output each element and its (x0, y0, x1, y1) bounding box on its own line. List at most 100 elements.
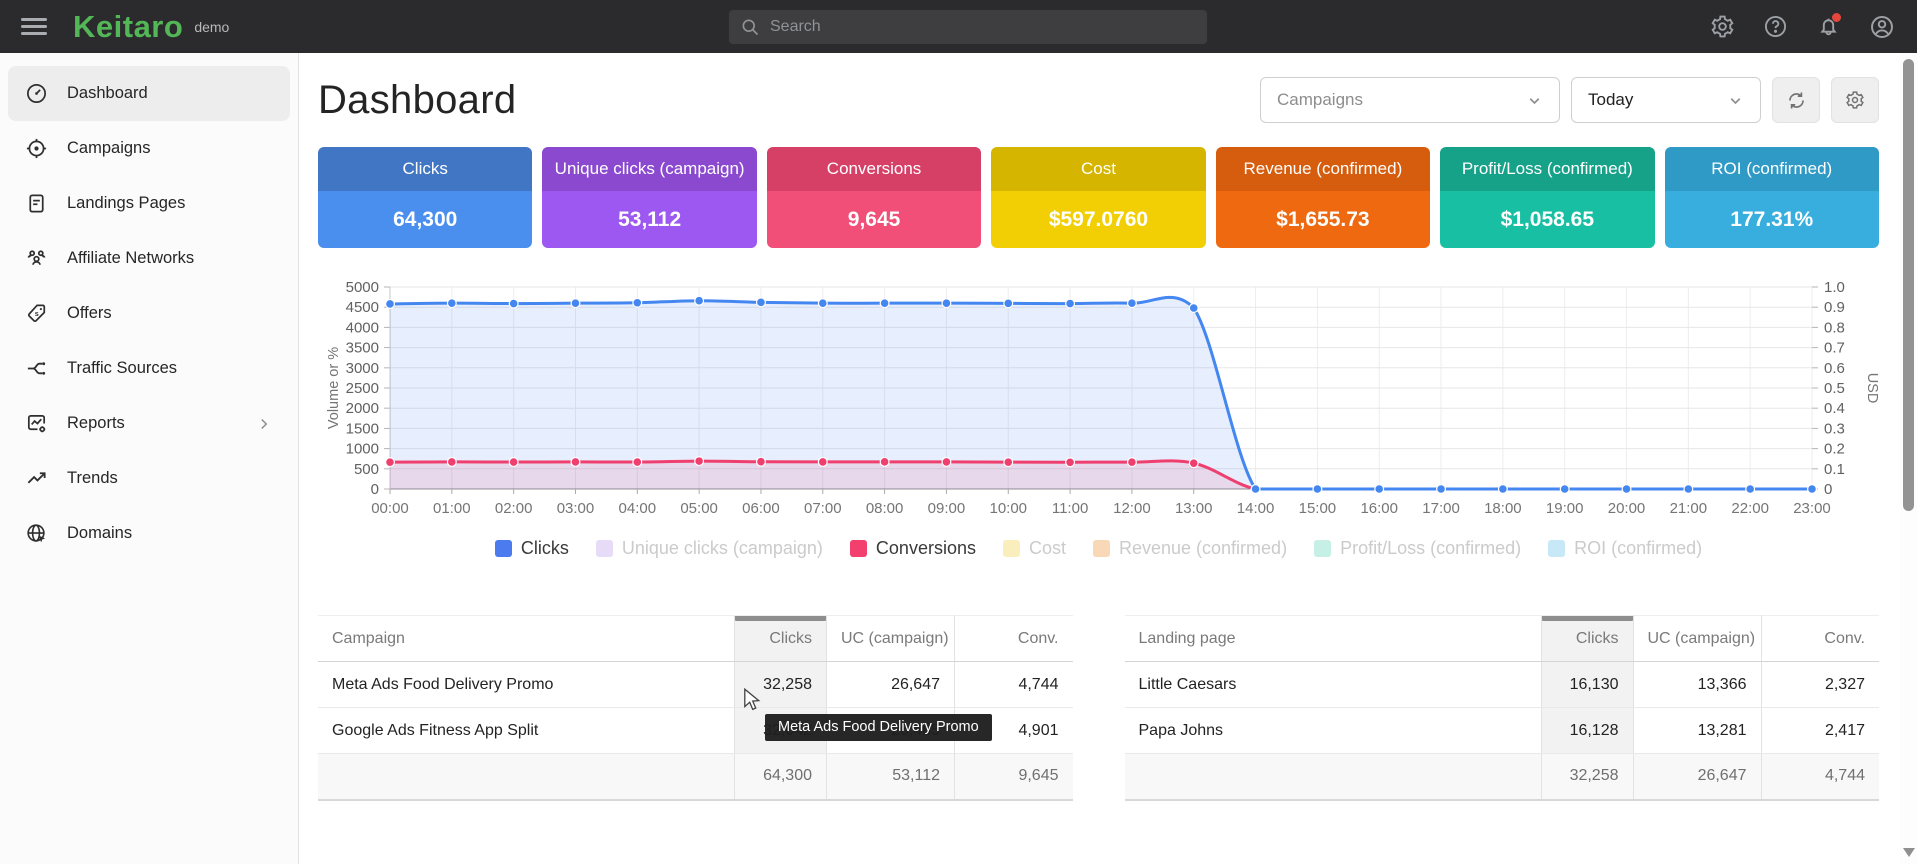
metric-card-conversions: Conversions 9,645 (766, 147, 982, 248)
metric-cards: Clicks 64,300 Unique clicks (campaign) 5… (318, 147, 1879, 248)
svg-text:11:00: 11:00 (1052, 500, 1088, 517)
sidebar-item-label: Traffic Sources (67, 359, 178, 377)
dashboard-controls: Campaigns Today (1260, 77, 1879, 123)
svg-text:18:00: 18:00 (1484, 500, 1522, 517)
sidebar-item-affiliate-networks[interactable]: Affiliate Networks (8, 231, 290, 286)
column-header-conv[interactable]: Conv. (954, 615, 1073, 662)
legend-item-profit-loss[interactable]: Profit/Loss (confirmed) (1314, 538, 1521, 559)
totals-row: 64,300 53,112 9,645 (318, 753, 1073, 801)
chart-settings-button[interactable] (1831, 77, 1879, 123)
svg-text:23:00: 23:00 (1793, 500, 1831, 517)
search-input[interactable] (770, 18, 1196, 36)
legend-item-revenue[interactable]: Revenue (confirmed) (1092, 538, 1287, 559)
sidebar-item-label: Affiliate Networks (67, 249, 195, 267)
sidebar-item-domains[interactable]: Domains (8, 506, 290, 561)
notifications-icon[interactable] (1815, 13, 1842, 40)
svg-text:3500: 3500 (346, 340, 379, 357)
svg-text:1.0: 1.0 (1824, 279, 1845, 296)
sidebar-item-reports[interactable]: Reports (8, 396, 290, 451)
metric-card-cost: Cost $597.0760 (991, 147, 1206, 248)
refresh-button[interactable] (1772, 77, 1820, 123)
account-icon[interactable] (1868, 13, 1895, 40)
campaigns-filter-select[interactable]: Campaigns (1260, 77, 1560, 123)
svg-text:4500: 4500 (346, 299, 379, 316)
settings-icon[interactable] (1709, 13, 1736, 40)
date-range-select[interactable]: Today (1571, 77, 1761, 123)
svg-text:16:00: 16:00 (1360, 500, 1398, 517)
svg-text:08:00: 08:00 (866, 500, 904, 517)
metric-label: Clicks (318, 147, 533, 191)
sidebar-item-traffic-sources[interactable]: Traffic Sources (8, 341, 290, 396)
svg-text:Volume or %: Volume or % (326, 347, 342, 429)
column-header-landing-page[interactable]: Landing page (1124, 615, 1541, 662)
traffic-sources-icon (27, 362, 46, 375)
legend-item-roi[interactable]: ROI (confirmed) (1548, 538, 1702, 559)
legend-item-cost[interactable]: Cost (1002, 538, 1066, 559)
page-scrollbar[interactable] (1900, 53, 1917, 864)
svg-text:05:00: 05:00 (680, 500, 718, 517)
metric-value: $1,058.65 (1440, 191, 1655, 248)
landing-page-name[interactable]: Papa Johns (1124, 707, 1541, 754)
topbar-icon-group (1709, 0, 1895, 53)
svg-text:12:00: 12:00 (1113, 500, 1151, 517)
column-header-conv[interactable]: Conv. (1761, 615, 1879, 662)
sidebar-item-dashboard[interactable]: Dashboard (8, 66, 290, 121)
scroll-down-arrow[interactable] (1902, 848, 1915, 857)
table-row[interactable]: Meta Ads Food Delivery Promo 32,258 26,6… (318, 661, 1073, 708)
sidebar-item-offers[interactable]: s Offers (8, 286, 290, 341)
column-header-campaign[interactable]: Campaign (318, 615, 735, 662)
table-header-row: Campaign Clicks UC (campaign) Conv. (318, 615, 1073, 662)
svg-text:0.5: 0.5 (1824, 380, 1845, 397)
legend-swatch (1092, 540, 1110, 557)
landing-page-name[interactable]: Little Caesars (1124, 661, 1541, 708)
search-box[interactable] (729, 10, 1207, 44)
metric-label: Conversions (766, 147, 982, 191)
metric-label: Revenue (confirmed) (1215, 147, 1431, 191)
page-title: Dashboard (318, 77, 517, 122)
affiliate-networks-icon (27, 250, 46, 266)
svg-text:17:00: 17:00 (1422, 500, 1460, 517)
clicks-value: 16,128 (1540, 707, 1634, 754)
conv-value: 2,327 (1761, 661, 1879, 708)
sidebar-item-label: Landings Pages (67, 194, 186, 212)
sidebar-item-landings-pages[interactable]: Landings Pages (8, 176, 290, 231)
svg-text:5000: 5000 (346, 279, 379, 296)
svg-text:0.6: 0.6 (1824, 360, 1845, 377)
metric-value: 64,300 (318, 191, 533, 248)
column-header-clicks[interactable]: Clicks (1540, 615, 1634, 662)
clicks-total: 32,258 (1540, 753, 1634, 801)
offers-icon: s (27, 304, 46, 323)
legend-item-conversions[interactable]: Conversions (849, 538, 976, 559)
svg-text:00:00: 00:00 (371, 500, 409, 517)
menu-icon[interactable] (21, 14, 47, 39)
legend-item-unique-clicks[interactable]: Unique clicks (campaign) (595, 538, 823, 559)
legend-swatch (595, 540, 613, 557)
campaign-name[interactable]: Google Ads Fitness App Split (318, 707, 735, 754)
clicks-value: 32,258 (734, 661, 827, 708)
metric-label: Profit/Loss (confirmed) (1440, 147, 1655, 191)
table-row[interactable]: Papa Johns 16,128 13,281 2,417 (1124, 707, 1879, 754)
legend-swatch (1548, 540, 1566, 557)
table-row[interactable]: Little Caesars 16,130 13,366 2,327 (1124, 661, 1879, 708)
sidebar-item-campaigns[interactable]: Campaigns (8, 121, 290, 176)
uc-value: 26,647 (826, 661, 955, 708)
chart-legend: Clicks Unique clicks (campaign) Conversi… (318, 538, 1879, 559)
conv-total: 9,645 (954, 753, 1073, 801)
sidebar-item-label: Reports (67, 414, 125, 432)
brand-logo[interactable]: Keitaro (73, 8, 184, 44)
column-header-uc[interactable]: UC (campaign) (826, 615, 955, 662)
svg-text:0.2: 0.2 (1824, 441, 1845, 458)
metric-value: 53,112 (542, 191, 757, 248)
sidebar-item-label: Offers (67, 304, 112, 322)
column-header-clicks[interactable]: Clicks (734, 615, 827, 662)
sidebar-item-trends[interactable]: Trends (8, 451, 290, 506)
scrollbar-thumb[interactable] (1903, 59, 1914, 511)
help-icon[interactable] (1762, 13, 1789, 40)
column-header-uc[interactable]: UC (campaign) (1633, 615, 1762, 662)
mouse-cursor (744, 688, 761, 711)
campaign-name[interactable]: Meta Ads Food Delivery Promo (318, 661, 735, 708)
campaigns-table: Campaign Clicks UC (campaign) Conv. Meta… (318, 615, 1073, 801)
svg-text:03:00: 03:00 (557, 500, 595, 517)
legend-item-clicks[interactable]: Clicks (494, 538, 569, 559)
metric-card-unique-clicks: Unique clicks (campaign) 53,112 (542, 147, 757, 248)
